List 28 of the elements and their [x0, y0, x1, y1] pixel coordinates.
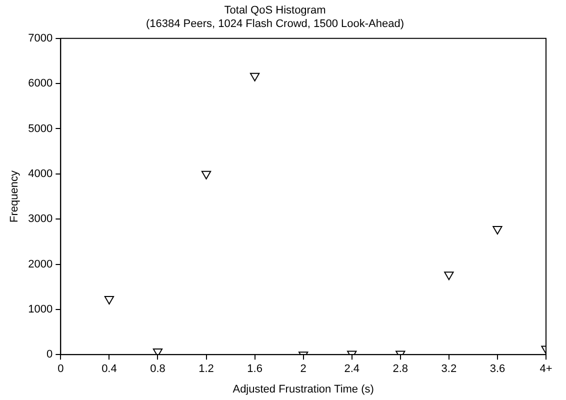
x-tick-label: 1.6: [247, 363, 262, 376]
y-tick-label: 6000: [28, 78, 53, 90]
x-tick-label: 3.2: [441, 363, 457, 376]
chart-subtitle: (16384 Peers, 1024 Flash Crowd, 1500 Look-Ahead): [146, 18, 404, 30]
y-tick-label: 3000: [28, 213, 53, 226]
y-tick-label: 7000: [28, 32, 53, 44]
y-tick-label: 2000: [28, 258, 53, 270]
x-tick-label: 3.6: [490, 363, 506, 376]
point: [104, 296, 114, 305]
x-tick-label: 0: [58, 363, 64, 376]
point: [201, 170, 212, 180]
point: [444, 272, 454, 280]
y-tick-label: 4000: [28, 168, 53, 180]
y-tick-label: 1000: [28, 303, 53, 316]
x-axis-title: Adjusted Frustration Time (s): [232, 383, 374, 396]
y-tick-label: 0: [46, 348, 53, 361]
x-tick-label: 1.2: [198, 363, 214, 376]
x-tick-label: 0.4: [102, 363, 117, 376]
x-tick-label: 2.4: [344, 363, 360, 376]
x-tick-label: 2: [300, 363, 306, 376]
x-tick-label: 2.8: [392, 363, 408, 376]
point: [492, 226, 502, 235]
chart-title: Total QoS Histogram: [224, 4, 326, 17]
y-tick-label: 5000: [28, 122, 53, 135]
x-tick-label: 0.8: [150, 363, 166, 376]
y-axis-title: Frequency: [8, 170, 21, 222]
x-tick-label: 4+: [540, 363, 552, 376]
point: [250, 72, 260, 82]
